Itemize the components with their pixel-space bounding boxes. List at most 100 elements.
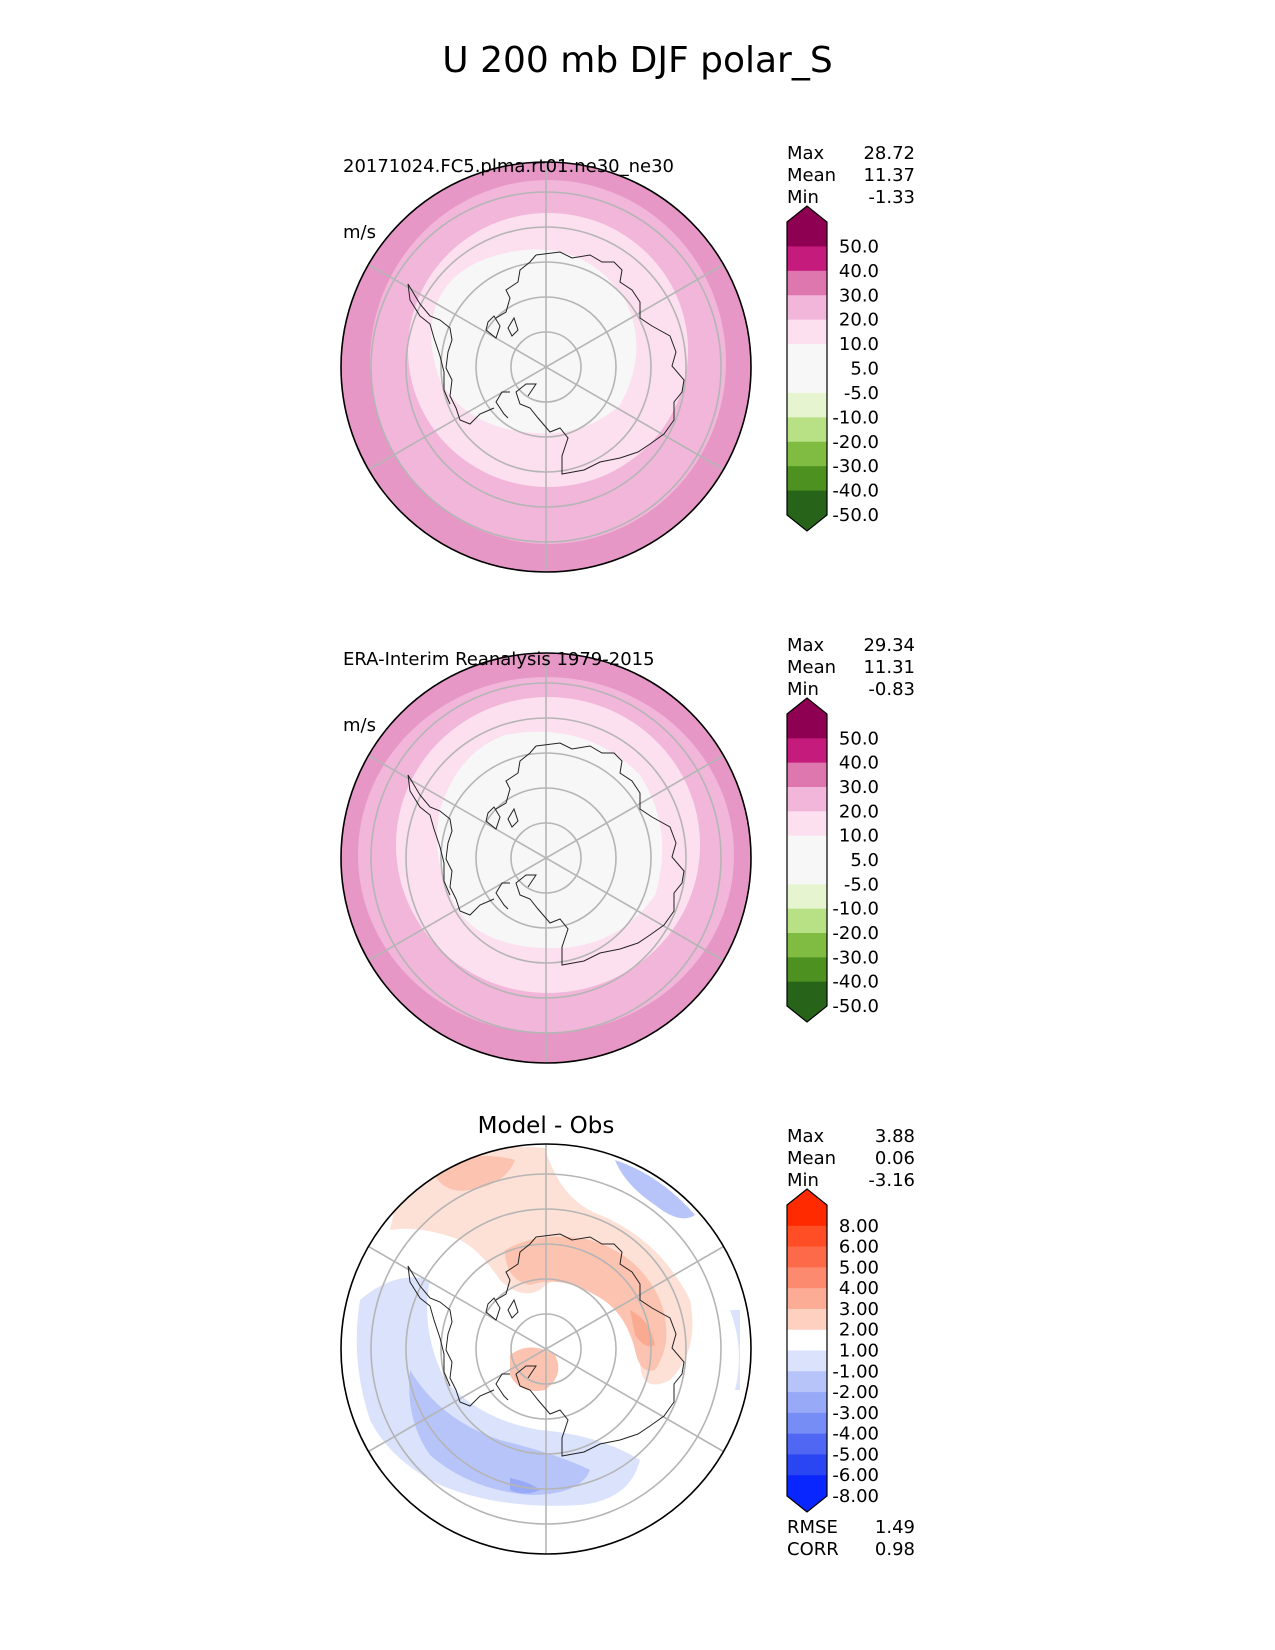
colorbar-segment: [787, 811, 827, 837]
colorbar-tick-label: -50.0: [832, 996, 879, 1017]
map-boundary: [340, 161, 752, 573]
map-boundary: [340, 1143, 752, 1555]
colorbar-tick-label: -30.0: [832, 947, 879, 968]
stat-min: Min -1.33: [787, 187, 915, 208]
panel-units: m/s: [343, 222, 376, 243]
panel-title-text: 20171024.FC5.plma.rt01.ne30_ne30: [343, 156, 675, 177]
colorbar-segment: [787, 1267, 827, 1289]
panel-title-diff: Model - Obs: [477, 1113, 615, 1139]
colorbar-tick-label: 8.00: [839, 1216, 879, 1237]
colorbar-segment: [787, 222, 827, 247]
colorbar-segment: [787, 908, 827, 934]
metrics-diff: RMSE 1.49 CORR 0.98: [787, 1517, 915, 1561]
colorbar-tick-label: -3.00: [832, 1403, 879, 1424]
colorbar-segment: [787, 392, 827, 418]
colorbar-tick-label: 6.00: [839, 1237, 879, 1258]
colorbar-segment: [787, 344, 827, 369]
figure-title: U 200 mb DJF polar_S: [442, 40, 833, 81]
stat-min: Min -3.16: [787, 1170, 915, 1191]
colorbar-tick-label: 4.00: [839, 1278, 879, 1299]
colorbar-tick-label: 2.00: [839, 1320, 879, 1341]
colorbar-tick-label: -1.00: [832, 1361, 879, 1382]
colorbar-tick-label: 50.0: [839, 236, 879, 257]
colorbar-segment: [787, 1350, 827, 1372]
colorbar-segment: [787, 787, 827, 812]
colorbar-segment: [787, 860, 827, 885]
colorbar-segment: [787, 417, 827, 443]
colorbar-tick-label: 10.0: [839, 334, 879, 355]
colorbar-tick-label: -8.00: [832, 1486, 879, 1507]
map-panel-obs: [340, 652, 752, 1064]
colorbar-model: 50.0 40.0 30.0 20.0 10.0 5.0 -5.0 -10.0 -20.0 -30…: [786, 205, 879, 532]
stat-max: Max 3.88: [787, 1126, 915, 1147]
colorbar-segment: [787, 1329, 827, 1351]
colorbar-segment: [787, 738, 827, 764]
colorbar-tick-label: -6.00: [832, 1465, 879, 1486]
colorbar-tick-label: 5.0: [850, 850, 879, 871]
colorbar-tick-label: 30.0: [839, 285, 879, 306]
colorbar-tick-label: 40.0: [839, 753, 879, 774]
colorbar-segment: [787, 441, 827, 467]
colorbar-tick-label: 20.0: [839, 801, 879, 822]
colorbar-tick-label: 3.00: [839, 1299, 879, 1320]
colorbar-segment: [787, 368, 827, 394]
colorbar-segment: [787, 957, 827, 983]
colorbar-segment: [787, 762, 827, 788]
colorbar-segment: [787, 1392, 827, 1414]
colorbar-segment: [787, 270, 827, 296]
colorbar-tick-label: 5.0: [850, 359, 879, 380]
colorbar-tick-label: -5.0: [844, 383, 879, 404]
colorbar-segment: [787, 466, 827, 492]
negative-anomaly-east: [730, 1310, 740, 1390]
stats-diff: Max 3.88 Mean 0.06 Min -3.16: [787, 1126, 915, 1192]
colorbar-tick-label: -20.0: [832, 923, 879, 944]
negative-anomaly-strong: [510, 1478, 540, 1494]
colorbar-segment: [787, 933, 827, 958]
colorbar-segment: [787, 1433, 827, 1455]
colorbar-tick-label: 40.0: [839, 261, 879, 282]
colorbar-segment: [787, 490, 827, 516]
negative-anomaly-mid: [615, 1160, 695, 1219]
colorbar-tick-label: 5.00: [839, 1257, 879, 1278]
colorbar-tick-label: -40.0: [832, 481, 879, 502]
colorbar-tick-label: -40.0: [832, 972, 879, 993]
colorbar-segment: [787, 1288, 827, 1310]
stat-max: Max 28.72: [787, 143, 915, 164]
colorbar-segment: [787, 835, 827, 861]
colorbar-segment: [787, 295, 827, 321]
map-boundary: [340, 652, 752, 1064]
colorbar-tick-label: -20.0: [832, 432, 879, 453]
colorbar-extend-min: [787, 515, 827, 531]
colorbar-segment: [787, 1246, 827, 1268]
colorbar-tick-label: -30.0: [832, 456, 879, 477]
colorbar-segment: [787, 319, 827, 345]
colorbar-segment: [787, 884, 827, 910]
antarctica-coastline: [407, 251, 685, 475]
colorbar-tick-label: 20.0: [839, 310, 879, 331]
ring-below-5: [431, 249, 637, 434]
colorbar-outline: [786, 697, 828, 1023]
colorbar-segment: [787, 1371, 827, 1393]
stat-max: Max 29.34: [787, 635, 915, 656]
colorbar-segment: [787, 1225, 827, 1248]
colorbar-tick-label: 10.0: [839, 826, 879, 847]
stat-mean: Mean 11.31: [787, 657, 915, 678]
colorbar-segment: [787, 246, 827, 272]
stats-model: Max 28.72 Mean 11.37 Min -1.33: [787, 143, 915, 209]
colorbar-extend-min: [787, 1496, 827, 1512]
colorbar-tick-label: -10.0: [832, 407, 879, 428]
stats-obs: Max 29.34 Mean 11.31 Min -0.83: [787, 635, 915, 701]
colorbar-obs: 50.0 40.0 30.0 20.0 10.0 5.0 -5.0 -10.0 -20.0 -30…: [786, 697, 879, 1023]
colorbar-outline: [786, 205, 828, 532]
colorbar-segment: [787, 1308, 827, 1331]
colorbar-tick-label: 1.00: [839, 1341, 879, 1362]
map-panel-model: [340, 161, 752, 573]
colorbar-segment: [787, 981, 827, 1007]
colorbar-diff: 8.006.005.004.003.002.001.00-1.00-2.00-3…: [786, 1188, 879, 1513]
colorbar-tick-label: 30.0: [839, 777, 879, 798]
colorbar-segment: [787, 1475, 827, 1497]
colorbar-tick-label: -5.0: [844, 874, 879, 895]
antarctica-coastline: [407, 1233, 685, 1457]
colorbar-extend-max: [787, 1189, 827, 1205]
metric-corr: CORR 0.98: [787, 1539, 915, 1560]
